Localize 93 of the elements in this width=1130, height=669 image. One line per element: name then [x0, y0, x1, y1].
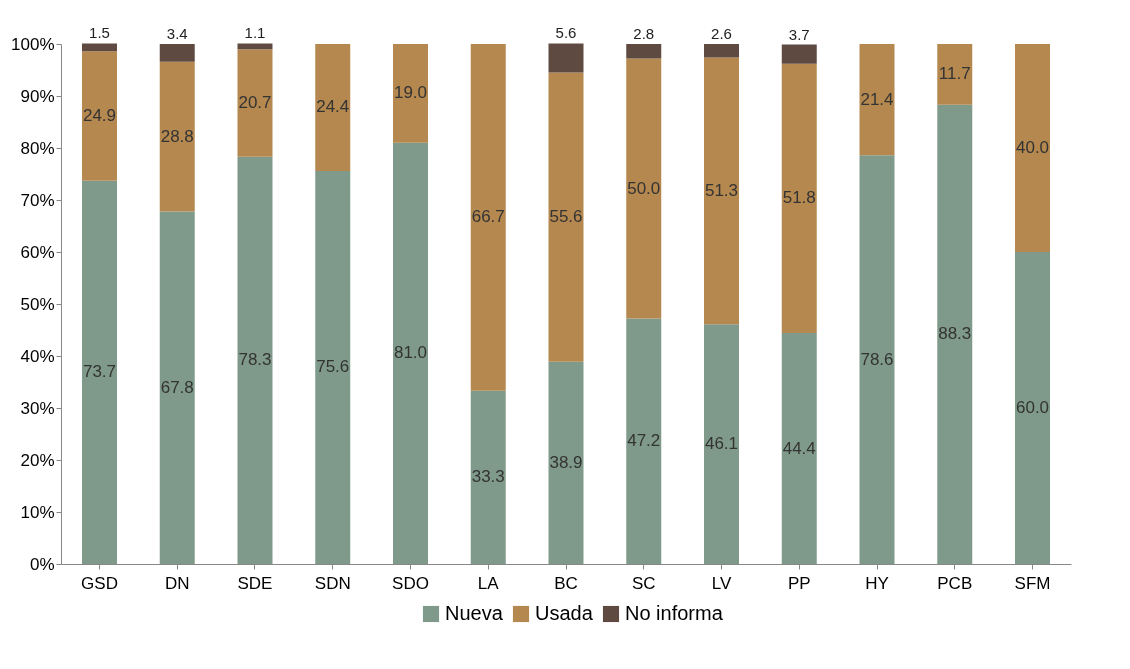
data-label: 60.0 — [1015, 398, 1050, 417]
y-tick-label: 70% — [20, 190, 55, 210]
bar — [237, 43, 273, 50]
bar — [859, 155, 895, 564]
bar — [1015, 44, 1051, 252]
data-label: 20.7 — [238, 93, 272, 113]
bar — [315, 44, 351, 171]
bar — [81, 51, 117, 181]
x-tick-label: BC — [554, 573, 578, 593]
data-label: 66.7 — [471, 207, 505, 227]
data-label: 28.8 — [160, 126, 194, 146]
data-label: 19.0 — [393, 83, 428, 103]
bar — [704, 44, 739, 58]
x-tick-label: GSD — [81, 573, 118, 593]
x-tick-label: PP — [787, 573, 811, 593]
data-label: 11.7 — [938, 64, 971, 84]
data-label: 2.8 — [633, 25, 655, 42]
bar — [470, 390, 506, 564]
data-label: 50.0 — [627, 178, 661, 198]
x-tick-label: LV — [711, 573, 732, 593]
data-label: 38.9 — [549, 452, 583, 472]
data-label: 81.0 — [393, 343, 428, 363]
y-tick-label: 100% — [11, 34, 55, 54]
data-label: 78.3 — [238, 350, 272, 370]
x-tick-label: HY — [865, 573, 889, 593]
legend-label: Usada — [535, 602, 594, 624]
y-tick-label: 60% — [20, 242, 55, 262]
y-tick-label: 0% — [29, 554, 55, 574]
data-label: 3.7 — [788, 25, 810, 43]
bar — [781, 44, 817, 64]
data-label: 33.3 — [471, 467, 505, 487]
bar — [237, 49, 273, 157]
bar — [1015, 252, 1051, 564]
bar — [704, 324, 739, 564]
y-tick-label: 30% — [20, 398, 55, 418]
bar — [81, 43, 117, 52]
data-label: 24.4 — [316, 97, 350, 117]
bar — [626, 58, 662, 319]
data-label: 40.0 — [1015, 138, 1050, 157]
data-label: 2.6 — [711, 25, 732, 42]
bar — [159, 44, 195, 62]
x-tick-label: DN — [164, 573, 190, 593]
y-tick-label: 20% — [20, 450, 55, 470]
y-tick-label: 10% — [20, 502, 55, 522]
y-tick-label: 90% — [20, 86, 55, 106]
bar — [626, 318, 662, 564]
bar — [548, 43, 584, 73]
data-label: 67.8 — [160, 377, 194, 397]
data-label: 1.5 — [89, 24, 110, 42]
bar — [781, 333, 817, 564]
x-tick-label: SDE — [237, 573, 273, 593]
data-label: 5.6 — [555, 24, 577, 42]
bar — [937, 104, 973, 564]
bar — [393, 44, 428, 143]
data-label: 47.2 — [627, 431, 661, 451]
bar — [470, 44, 506, 391]
y-tick-label: 40% — [20, 346, 55, 366]
y-tick-label: 80% — [20, 138, 55, 158]
data-label: 3.4 — [166, 25, 188, 42]
data-label: 55.6 — [549, 207, 583, 227]
bar — [937, 44, 973, 105]
bar — [159, 61, 195, 212]
legend-label: Nueva — [445, 602, 504, 624]
bar — [704, 57, 739, 325]
y-tick-label: 50% — [20, 294, 55, 314]
bar — [626, 44, 662, 59]
x-tick-label: LA — [477, 573, 500, 593]
data-label: 21.4 — [860, 89, 894, 109]
bar — [393, 142, 428, 564]
data-label: 78.6 — [860, 349, 894, 369]
x-tick-label: SFM — [1014, 573, 1051, 593]
bar — [159, 211, 195, 564]
bar — [81, 180, 117, 564]
data-label: 44.4 — [782, 438, 816, 458]
x-tick-label: SDO — [392, 573, 429, 593]
data-label: 88.3 — [938, 324, 972, 344]
data-label: 73.7 — [82, 362, 117, 382]
legend-label: No informa — [625, 602, 724, 624]
data-label: 51.3 — [704, 180, 739, 200]
bar — [548, 72, 584, 362]
data-label: 51.8 — [782, 188, 816, 208]
bar — [781, 63, 817, 334]
x-tick-label: SC — [631, 573, 656, 593]
data-label: 75.6 — [316, 357, 350, 377]
x-tick-label: PCB — [937, 573, 973, 593]
x-tick-label: SDN — [314, 573, 351, 593]
data-label: 1.1 — [244, 24, 266, 42]
bar — [859, 44, 895, 156]
data-label: 24.9 — [82, 106, 117, 126]
bar — [548, 361, 584, 564]
bar — [315, 170, 351, 564]
bar — [237, 156, 273, 564]
data-label: 46.1 — [704, 434, 739, 454]
